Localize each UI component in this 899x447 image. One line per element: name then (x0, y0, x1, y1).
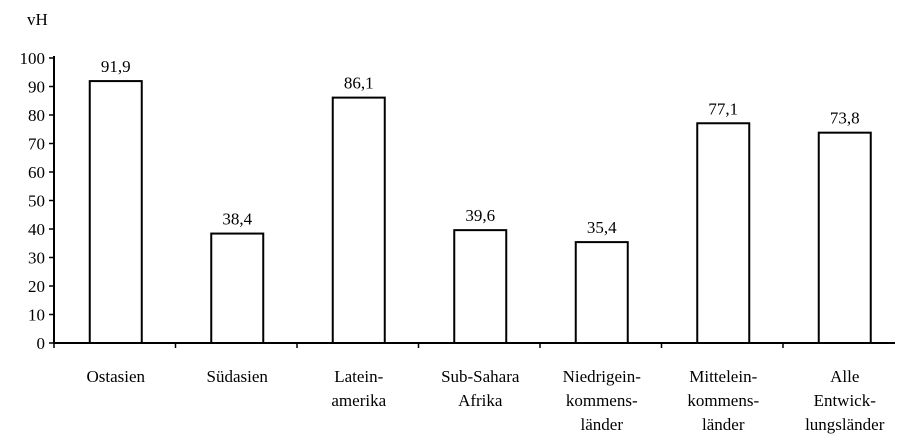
x-category-label-line: Mittelein- (689, 367, 757, 386)
data-label: 35,4 (587, 218, 617, 237)
data-label: 73,8 (830, 109, 860, 128)
x-category-label-line: kommens- (566, 391, 638, 410)
bar (576, 242, 628, 343)
data-label: 91,9 (101, 57, 131, 76)
y-tick-label: 60 (28, 163, 45, 182)
x-category-label-line: Alle (830, 367, 859, 386)
x-category-label-line: Afrika (458, 391, 503, 410)
bar (333, 98, 385, 343)
x-category-label-line: Ostasien (86, 367, 145, 386)
data-label: 39,6 (465, 206, 495, 225)
y-tick-label: 50 (28, 192, 45, 211)
bar (697, 123, 749, 343)
y-tick-label: 0 (37, 334, 46, 353)
bar (90, 81, 142, 343)
y-tick-label: 100 (20, 49, 46, 68)
data-label: 86,1 (344, 74, 374, 93)
bar (211, 234, 263, 343)
bar (819, 133, 871, 343)
x-category-label-line: kommens- (687, 391, 759, 410)
y-tick-label: 20 (28, 277, 45, 296)
category-labels: Ostasien Südasien Latein-amerika Sub-Sahara… (86, 367, 884, 434)
x-category-label-line: amerika (331, 391, 386, 410)
x-category-label: Alle Entwick-lungsländer (805, 367, 885, 434)
x-category-label-line: lungsländer (805, 415, 885, 434)
y-tick-label: 70 (28, 135, 45, 154)
y-tick-label: 90 (28, 78, 45, 97)
data-label: 77,1 (708, 99, 738, 118)
x-category-label: Niedrigein-kommens-länder (563, 367, 642, 434)
x-category-label-line: länder (702, 415, 745, 434)
x-category-label-line: Niedrigein- (563, 367, 642, 386)
y-tick-label: 10 (28, 306, 45, 325)
data-label: 38,4 (222, 210, 252, 229)
x-category-label: Latein-amerika (331, 367, 386, 410)
x-category-label-line: Sub-Sahara (441, 367, 520, 386)
bar (454, 230, 506, 343)
x-category-label-line: Entwick- (814, 391, 877, 410)
x-category-label-line: Südasien (207, 367, 269, 386)
x-category-label: Mittelein-kommens-länder (687, 367, 759, 434)
x-category-label-line: länder (581, 415, 624, 434)
y-tick-label: 80 (28, 106, 45, 125)
y-tick-label: 30 (28, 249, 45, 268)
x-category-label: Sub-Sahara Afrika (441, 367, 520, 410)
x-category-label: Ostasien (86, 367, 145, 386)
x-category-label: Südasien (207, 367, 269, 386)
x-category-label-line: Latein- (334, 367, 383, 386)
y-unit-label: vH (27, 10, 48, 29)
y-tick-label: 40 (28, 220, 45, 239)
